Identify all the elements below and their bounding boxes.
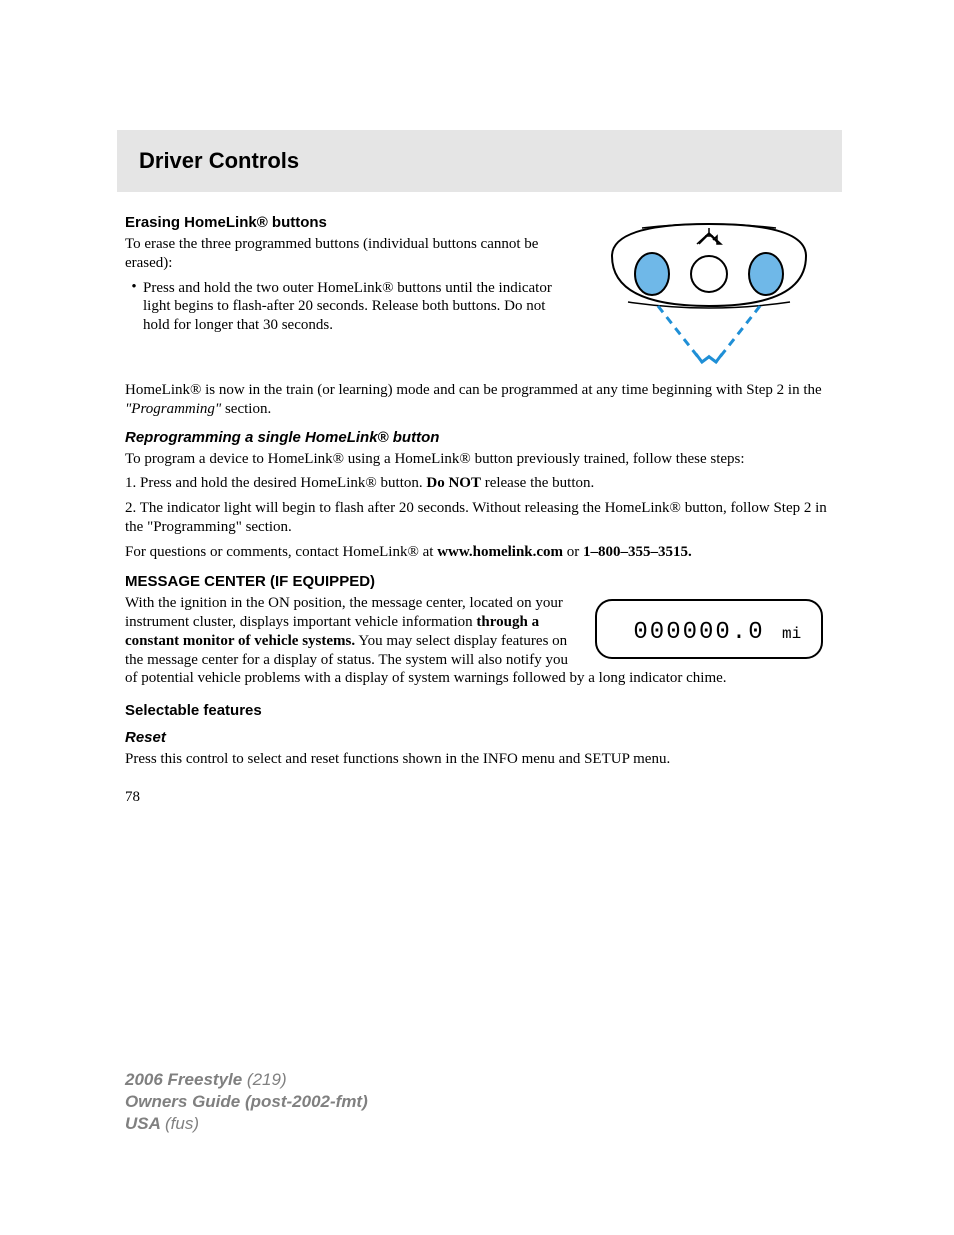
erasing-followup: HomeLink® is now in the train (or learni… bbox=[125, 381, 834, 419]
text-span: or bbox=[563, 544, 583, 560]
text-bold: www.homelink.com bbox=[437, 544, 563, 560]
selectable-heading: Selectable features bbox=[125, 702, 834, 719]
text-span: release the button. bbox=[481, 475, 594, 491]
text-span: For questions or comments, contact HomeL… bbox=[125, 544, 437, 560]
footer-line1: 2006 Freestyle (219) bbox=[125, 1069, 368, 1091]
odometer-unit: mi bbox=[782, 625, 801, 643]
reprogram-contact: For questions or comments, contact HomeL… bbox=[125, 543, 834, 562]
odometer-value: 000000.0 bbox=[633, 619, 764, 646]
reprogram-heading: Reprogramming a single HomeLink® button bbox=[125, 429, 834, 446]
reset-body: Press this control to select and reset f… bbox=[125, 750, 834, 769]
homelink-button-right bbox=[749, 253, 783, 295]
arrow-right bbox=[716, 306, 760, 362]
text-span: section. bbox=[221, 401, 271, 417]
arrow-left bbox=[658, 306, 702, 362]
reprogram-step1: 1. Press and hold the desired HomeLink® … bbox=[125, 474, 834, 493]
page-number: 78 bbox=[125, 789, 834, 806]
message-center-block: 000000.0 mi With the ignition in the ON … bbox=[125, 594, 834, 694]
erasing-bullet: • Press and hold the two outer HomeLink®… bbox=[125, 279, 574, 335]
section-title: Driver Controls bbox=[127, 148, 832, 174]
bullet-text: Press and hold the two outer HomeLink® b… bbox=[143, 279, 574, 335]
footer-line2: Owners Guide (post-2002-fmt) bbox=[125, 1091, 368, 1113]
erasing-section: Erasing HomeLink® buttons To erase the t… bbox=[125, 206, 834, 381]
reprogram-step2: 2. The indicator light will begin to fla… bbox=[125, 499, 834, 537]
homelink-diagram bbox=[584, 206, 834, 381]
footer-italic: (fus) bbox=[165, 1114, 199, 1133]
footer-bold: USA bbox=[125, 1114, 165, 1133]
footer-line3: USA (fus) bbox=[125, 1113, 368, 1135]
homelink-button-center bbox=[691, 256, 727, 292]
text-bold: 1–800–355–3515. bbox=[583, 544, 692, 560]
text-span: HomeLink® is now in the train (or learni… bbox=[125, 382, 822, 398]
footer: 2006 Freestyle (219) Owners Guide (post-… bbox=[125, 1069, 368, 1135]
text-span: 1. Press and hold the desired HomeLink® … bbox=[125, 475, 426, 491]
reset-heading: Reset bbox=[125, 729, 834, 746]
message-center-heading: MESSAGE CENTER (IF EQUIPPED) bbox=[125, 573, 834, 590]
reprogram-p1: To program a device to HomeLink® using a… bbox=[125, 450, 834, 469]
text-italic: "Programming" bbox=[125, 401, 221, 417]
footer-italic: (219) bbox=[247, 1070, 287, 1089]
homelink-button-left bbox=[635, 253, 669, 295]
footer-bold: 2006 Freestyle bbox=[125, 1070, 247, 1089]
odometer-diagram: 000000.0 mi bbox=[594, 598, 824, 665]
bullet-icon: • bbox=[125, 279, 143, 335]
section-header: Driver Controls bbox=[117, 130, 842, 192]
text-bold: Do NOT bbox=[426, 475, 481, 491]
